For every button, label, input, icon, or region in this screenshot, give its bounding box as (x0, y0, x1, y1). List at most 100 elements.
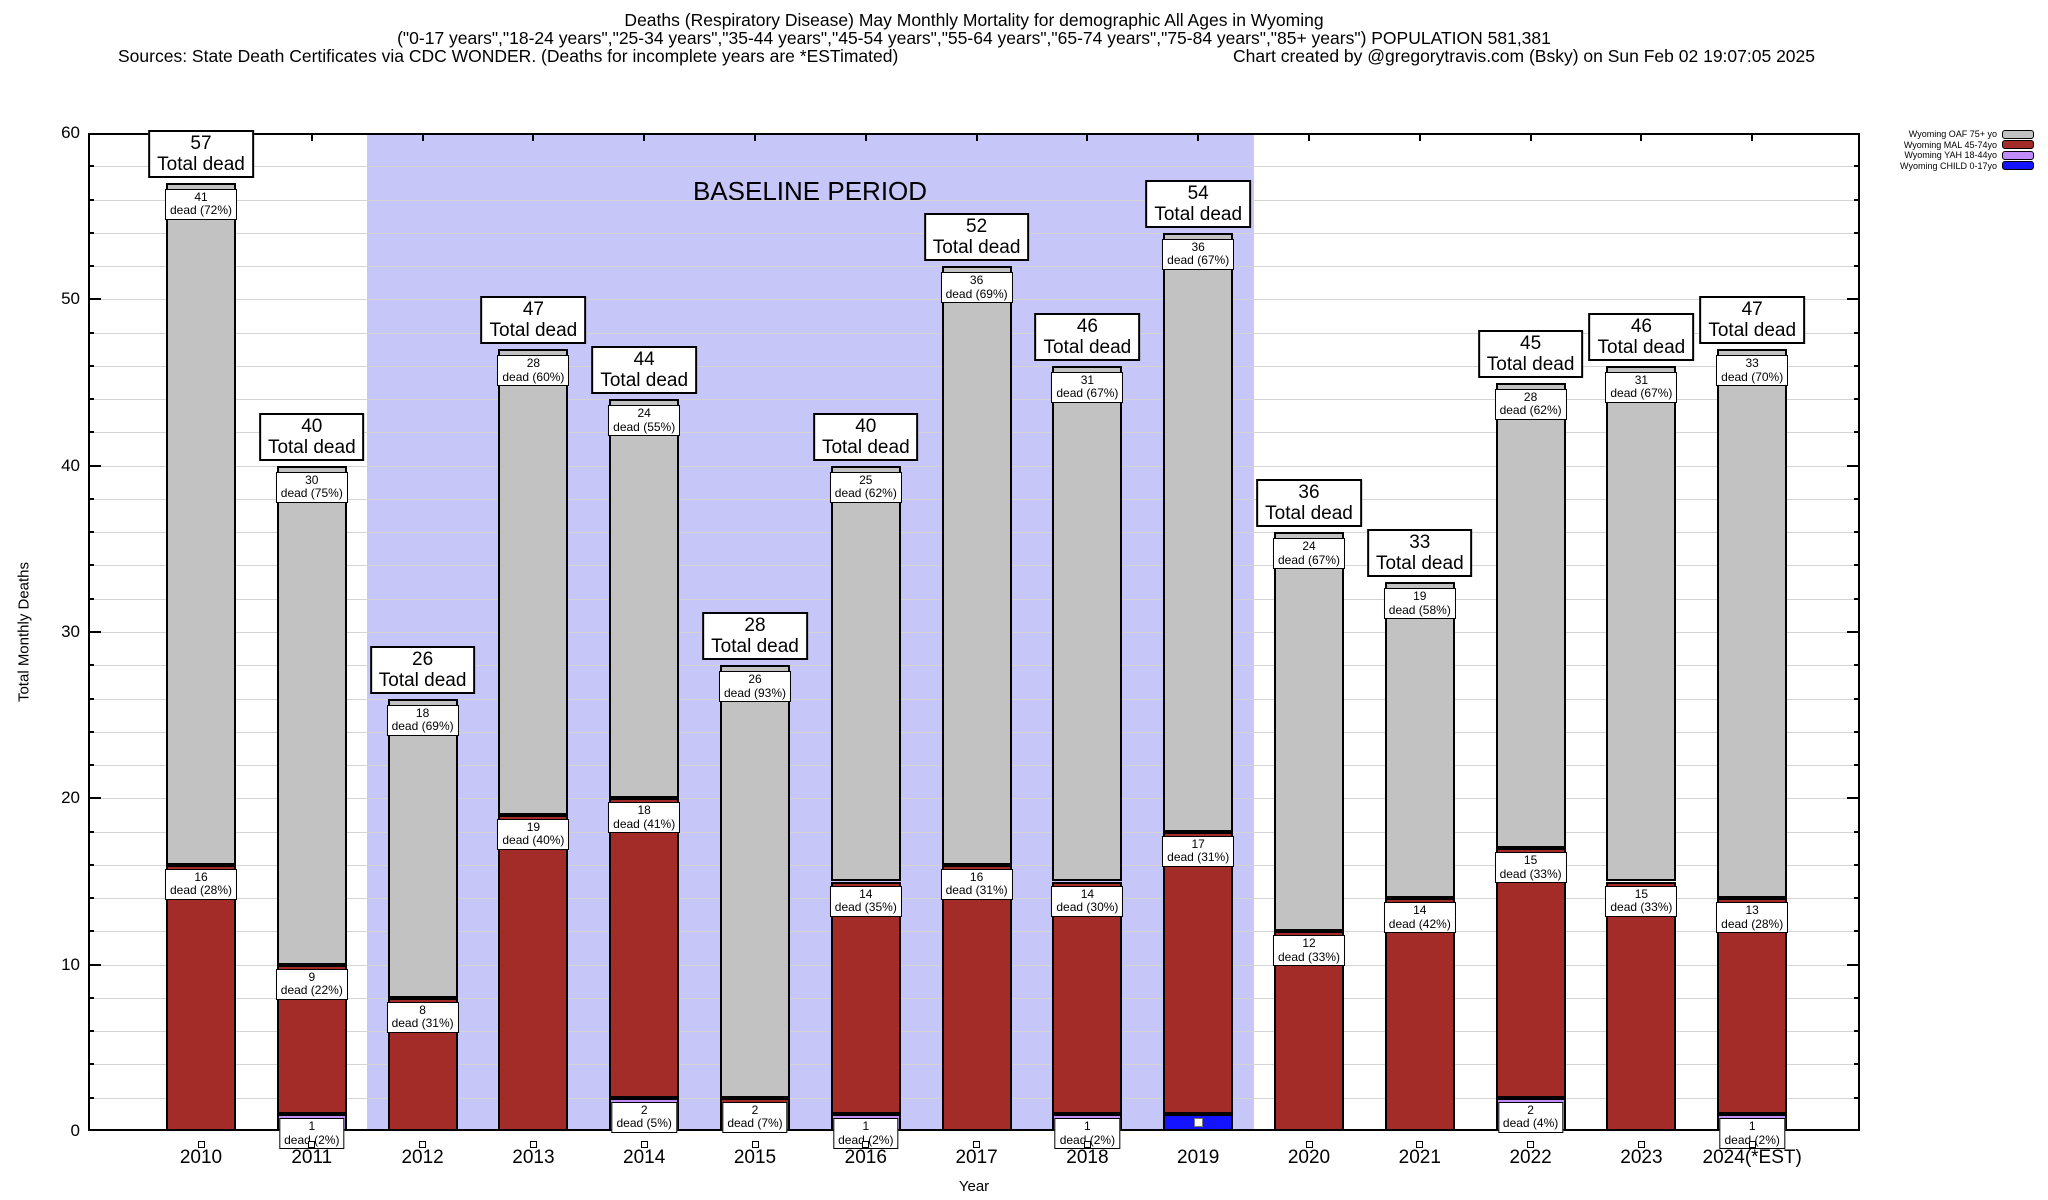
bar-segment-oaf (941, 266, 1012, 865)
segment-label-oaf: 41 dead (72%) (164, 188, 238, 220)
chart-subtitle-demographics: ("0-17 years","18-24 years","25-34 years… (397, 28, 1551, 48)
y-axis-tick (1854, 664, 1860, 667)
y-axis-tick (88, 1096, 94, 1099)
legend-swatch-icon (2002, 161, 2034, 171)
legend-label: Wyoming YAH 18-44yo (1904, 150, 1997, 161)
chart-credit-note: Chart created by @gregorytravis.com (Bsk… (1233, 46, 1815, 66)
x-axis-tick (975, 133, 978, 141)
total-dead-label: 45 Total dead (1477, 329, 1584, 378)
segment-label-oaf: 33 dead (70%) (1716, 355, 1789, 387)
y-axis-tick (88, 231, 94, 234)
y-axis-tick (1854, 1030, 1860, 1033)
y-axis-tick (1854, 564, 1860, 567)
x-axis-tick (421, 133, 424, 141)
total-dead-label: 33 Total dead (1366, 529, 1473, 578)
x-axis-title: Year (958, 1178, 990, 1195)
segment-label-mal: 14 dead (35%) (829, 885, 902, 917)
x-tick-label: 2018 (1066, 1147, 1109, 1168)
y-axis-tick (88, 930, 94, 933)
total-dead-label: 47 Total dead (1699, 296, 1806, 345)
bar-segment-mal (1384, 898, 1455, 1131)
segment-label-mal: 16 dead (28%) (164, 868, 238, 900)
zero-point-marker (973, 1141, 981, 1148)
total-dead-label: 26 Total dead (369, 645, 476, 694)
total-dead-label: 47 Total dead (480, 296, 587, 345)
bar-segment-oaf (387, 698, 458, 998)
y-axis-tick (1854, 764, 1860, 767)
y-axis-tick (1854, 1063, 1860, 1066)
zero-point-marker (197, 1141, 205, 1148)
y-axis-tick (1854, 398, 1860, 401)
zero-point-marker (862, 1141, 870, 1148)
total-dead-label: 40 Total dead (258, 412, 365, 461)
y-axis-tick (88, 165, 94, 168)
legend-swatch-icon (2002, 140, 2034, 150)
y-axis-tick (88, 564, 94, 567)
x-axis-tick (1751, 133, 1754, 141)
segment-label-mal: 15 dead (33%) (1605, 885, 1678, 917)
legend-item-child: Wyoming CHILD 0-17yo (1900, 161, 2034, 172)
x-axis-tick (532, 133, 535, 141)
y-axis-tick (88, 331, 94, 334)
bar-segment-oaf (1717, 349, 1788, 899)
x-tick-label: 2016 (844, 1147, 887, 1168)
bar-segment-oaf (1495, 382, 1566, 849)
bar-segment-mal (941, 864, 1012, 1131)
zero-point-marker (751, 1141, 759, 1148)
chart-legend: Wyoming OAF 75+ yo Wyoming MAL 45-74yo Wyo… (1900, 129, 2034, 171)
y-axis-tick (1847, 963, 1860, 966)
y-axis-tick (88, 198, 94, 201)
zero-point-marker (1748, 1141, 1756, 1148)
zero-point-marker (1305, 1141, 1313, 1148)
segment-label-yah: 2 dead (5%) (611, 1101, 677, 1133)
segment-label-mal: 12 dead (33%) (1272, 935, 1346, 967)
bar-segment-oaf (830, 465, 901, 882)
total-dead-label: 46 Total dead (1034, 312, 1141, 361)
x-tick-label: 2014 (623, 1147, 666, 1168)
zero-point-marker (1416, 1141, 1424, 1148)
gridline (90, 199, 1858, 201)
legend-item-mal: Wyoming MAL 45-74yo (1904, 140, 2034, 151)
y-axis-tick (1854, 830, 1860, 833)
bar-segment-mal (1052, 881, 1123, 1115)
x-axis-tick (864, 133, 867, 141)
x-tick-label: 2015 (733, 1147, 777, 1168)
bar-segment-mal (609, 798, 680, 1098)
y-tick-label: 50 (61, 289, 80, 309)
zero-point-marker (308, 1141, 316, 1148)
zero-point-marker (1637, 1141, 1645, 1148)
segment-label-oaf: 30 dead (75%) (275, 471, 348, 503)
y-tick-label: 0 (70, 1121, 80, 1140)
y-axis-tick (88, 764, 94, 767)
x-axis-tick (1529, 133, 1532, 141)
x-tick-label: 2010 (179, 1147, 223, 1168)
y-axis-tick (88, 464, 101, 467)
segment-label-oaf: 26 dead (93%) (718, 671, 792, 703)
segment-label-mal: 15 dead (33%) (1494, 852, 1567, 884)
y-axis-tick (88, 364, 94, 367)
y-axis-tick (88, 863, 94, 866)
x-tick-label: 2019 (1177, 1147, 1220, 1168)
y-axis-tick (1854, 996, 1860, 999)
total-dead-label: 46 Total dead (1588, 312, 1695, 361)
y-axis-tick (1854, 531, 1860, 534)
segment-label-mal: 19 dead (40%) (497, 818, 570, 850)
x-axis-tick (1418, 133, 1421, 141)
y-axis-tick (1847, 298, 1860, 301)
y-axis-tick (88, 497, 94, 500)
x-tick-label: 2011 (291, 1147, 333, 1168)
zero-point-marker (419, 1141, 427, 1148)
segment-label-yah: 2 dead (4%) (1497, 1101, 1564, 1133)
y-axis-tick (88, 298, 101, 301)
legend-item-yah: Wyoming YAH 18-44yo (1904, 150, 2034, 161)
x-axis-tick (1308, 133, 1310, 141)
segment-label-oaf: 28 dead (62%) (1494, 388, 1567, 420)
y-tick-label: 30 (61, 622, 80, 641)
bar-segment-oaf (498, 349, 569, 815)
bar-segment-mal (1495, 848, 1566, 1098)
y-tick-label: 20 (61, 788, 80, 808)
bar-segment-mal (498, 814, 569, 1131)
segment-label-mal: 9 dead (22%) (275, 968, 348, 1000)
x-tick-label: 2017 (955, 1147, 998, 1168)
legend-swatch-icon (2002, 129, 2034, 139)
